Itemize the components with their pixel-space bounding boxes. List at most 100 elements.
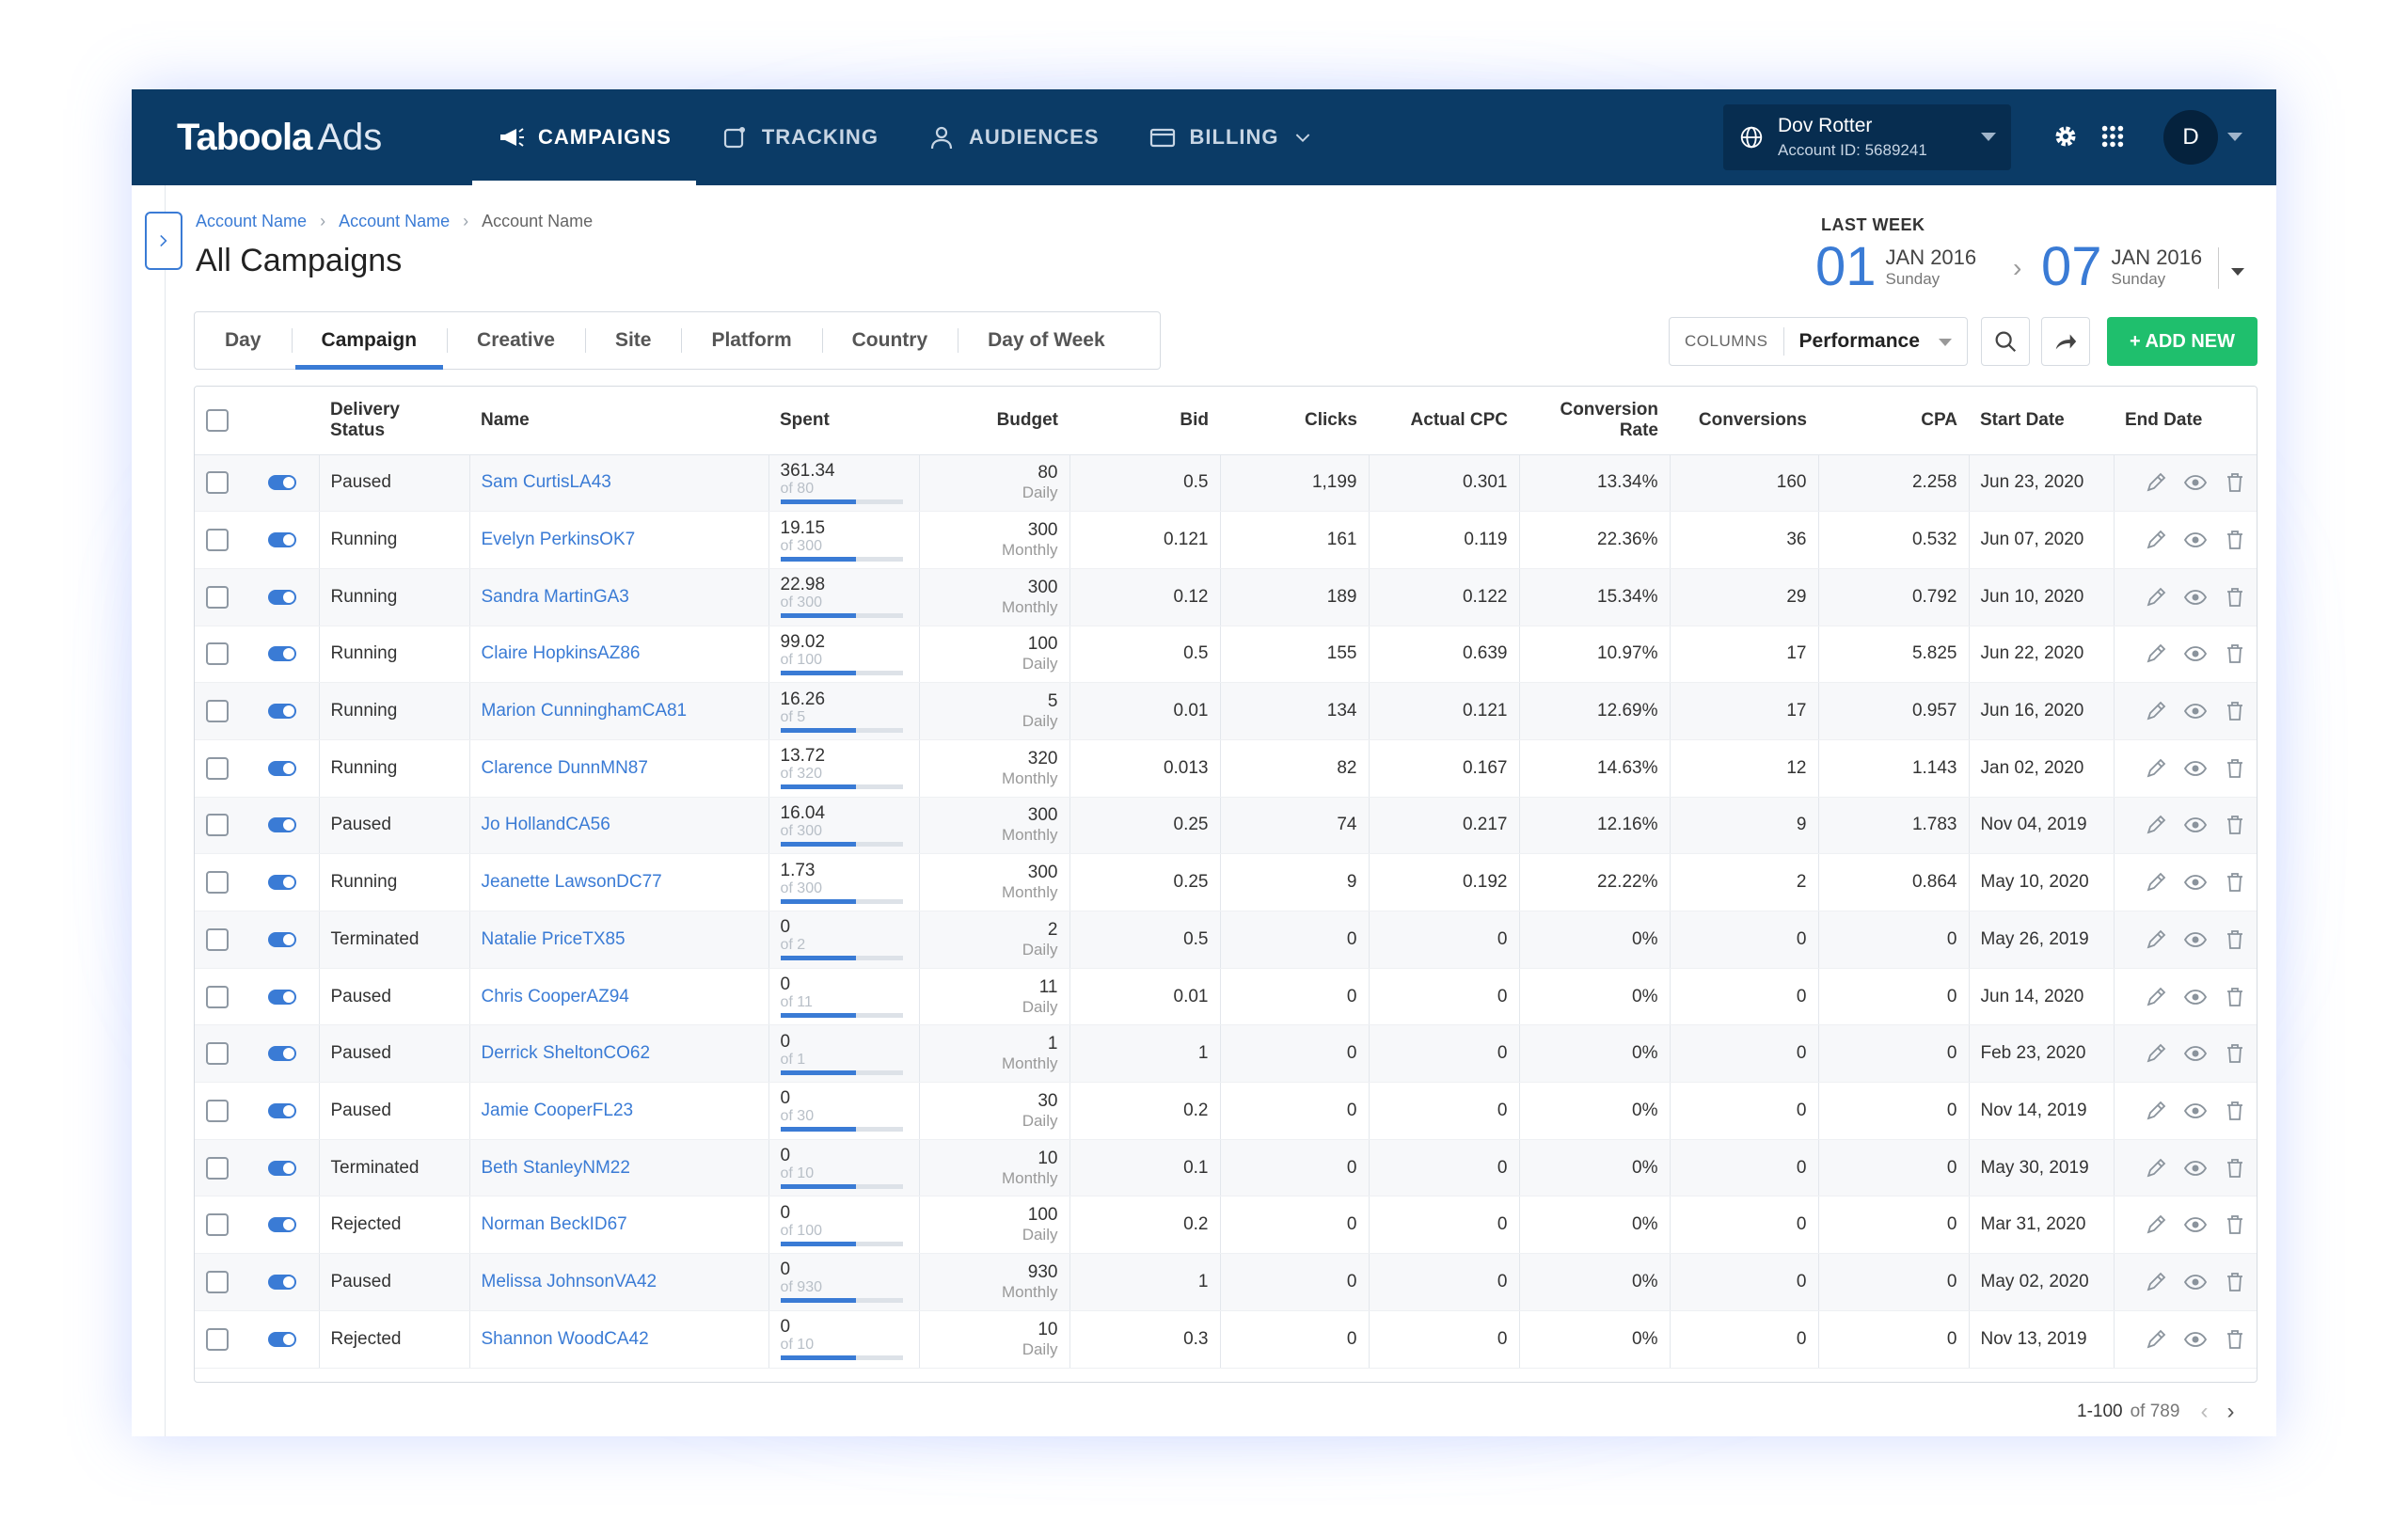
delete-trash-icon[interactable] bbox=[2223, 528, 2247, 552]
add-new-button[interactable]: + ADD NEW bbox=[2107, 317, 2258, 366]
table-row[interactable]: Paused Sam CurtisLA43 361.34 of 80 80 Daily 0.… bbox=[195, 454, 2257, 513]
header-cpa[interactable]: CPA bbox=[1818, 387, 1969, 455]
expand-sidebar-button[interactable] bbox=[145, 212, 182, 270]
delete-trash-icon[interactable] bbox=[2223, 927, 2247, 952]
header-clicks[interactable]: Clicks bbox=[1220, 387, 1369, 455]
view-eye-icon[interactable] bbox=[2183, 870, 2208, 895]
campaign-name-link[interactable]: Claire HopkinsAZ86 bbox=[481, 643, 641, 664]
view-eye-icon[interactable] bbox=[2183, 927, 2208, 952]
row-checkbox[interactable] bbox=[206, 1270, 229, 1293]
delete-trash-icon[interactable] bbox=[2223, 756, 2247, 781]
table-row[interactable]: Running Jeanette LawsonDC77 1.73 of 300 300 M… bbox=[195, 853, 2257, 911]
campaign-name-link[interactable]: Clarence DunnMN87 bbox=[481, 757, 648, 778]
delete-trash-icon[interactable] bbox=[2223, 1212, 2247, 1237]
table-row[interactable]: Paused Chris CooperAZ94 0 of 11 11 Daily 0.01 0… bbox=[195, 968, 2257, 1026]
date-dropdown-caret-icon[interactable] bbox=[2231, 268, 2244, 276]
header-delivery-status[interactable]: Delivery Status bbox=[319, 387, 469, 455]
campaign-name-link[interactable]: Evelyn PerkinsOK7 bbox=[481, 530, 636, 550]
edit-pencil-icon[interactable] bbox=[2144, 528, 2168, 552]
delete-trash-icon[interactable] bbox=[2223, 1327, 2247, 1352]
delete-trash-icon[interactable] bbox=[2223, 1099, 2247, 1123]
edit-pencil-icon[interactable] bbox=[2144, 699, 2168, 723]
campaign-toggle[interactable] bbox=[268, 989, 296, 1005]
campaign-toggle[interactable] bbox=[268, 931, 296, 947]
row-checkbox[interactable] bbox=[206, 1156, 229, 1180]
campaign-toggle[interactable] bbox=[268, 704, 296, 720]
delete-trash-icon[interactable] bbox=[2223, 1041, 2247, 1066]
edit-pencil-icon[interactable] bbox=[2144, 985, 2168, 1009]
avatar-caret-icon[interactable] bbox=[2227, 133, 2242, 141]
row-checkbox[interactable] bbox=[206, 700, 229, 723]
campaign-name-link[interactable]: Shannon WoodCA42 bbox=[481, 1328, 649, 1349]
edit-pencil-icon[interactable] bbox=[2144, 756, 2168, 781]
header-conversions[interactable]: Conversions bbox=[1670, 387, 1818, 455]
delete-trash-icon[interactable] bbox=[2223, 813, 2247, 837]
view-eye-icon[interactable] bbox=[2183, 1156, 2208, 1180]
delete-trash-icon[interactable] bbox=[2223, 642, 2247, 666]
avatar[interactable]: D bbox=[2163, 110, 2218, 165]
view-eye-icon[interactable] bbox=[2183, 470, 2208, 495]
header-name[interactable]: Name bbox=[469, 387, 768, 455]
header-budget[interactable]: Budget bbox=[919, 387, 1069, 455]
breadcrumb-link-1[interactable]: Account Name bbox=[196, 212, 308, 230]
row-checkbox[interactable] bbox=[206, 1042, 229, 1066]
next-page-button[interactable]: › bbox=[2226, 1399, 2235, 1424]
edit-pencil-icon[interactable] bbox=[2144, 1212, 2168, 1237]
view-eye-icon[interactable] bbox=[2183, 985, 2208, 1009]
delete-trash-icon[interactable] bbox=[2223, 985, 2247, 1009]
campaign-toggle[interactable] bbox=[268, 532, 296, 548]
view-eye-icon[interactable] bbox=[2183, 1041, 2208, 1066]
row-checkbox[interactable] bbox=[206, 642, 229, 666]
campaign-name-link[interactable]: Chris CooperAZ94 bbox=[481, 986, 629, 1006]
tab-creative[interactable]: Creative bbox=[447, 311, 585, 370]
table-row[interactable]: Paused Jo HollandCA56 16.04 of 300 300 Monthl… bbox=[195, 797, 2257, 855]
header-bid[interactable]: Bid bbox=[1069, 387, 1220, 455]
tab-campaign[interactable]: Campaign bbox=[291, 311, 448, 370]
view-eye-icon[interactable] bbox=[2183, 1270, 2208, 1294]
table-row[interactable]: Paused Derrick SheltonCO62 0 of 1 1 Monthly 1 0… bbox=[195, 1024, 2257, 1084]
delete-trash-icon[interactable] bbox=[2223, 870, 2247, 895]
tab-day-of-week[interactable]: Day of Week bbox=[958, 311, 1135, 370]
table-row[interactable]: Paused Jamie CooperFL23 0 of 30 30 Daily 0.2 0 0… bbox=[195, 1082, 2257, 1140]
delete-trash-icon[interactable] bbox=[2223, 585, 2247, 610]
campaign-toggle[interactable] bbox=[268, 1102, 296, 1118]
nav-audiences[interactable]: AUDIENCES bbox=[903, 89, 1124, 185]
campaign-toggle[interactable] bbox=[268, 760, 296, 776]
row-checkbox[interactable] bbox=[206, 1099, 229, 1122]
edit-pencil-icon[interactable] bbox=[2144, 642, 2168, 666]
campaign-name-link[interactable]: Sam CurtisLA43 bbox=[481, 472, 611, 493]
edit-pencil-icon[interactable] bbox=[2144, 1041, 2168, 1066]
table-row[interactable]: Running Claire HopkinsAZ86 99.02 of 100 100 D… bbox=[195, 626, 2257, 684]
header-actual-cpc[interactable]: Actual CPC bbox=[1369, 387, 1519, 455]
campaign-name-link[interactable]: Beth StanleyNM22 bbox=[481, 1157, 630, 1178]
tab-day[interactable]: Day bbox=[225, 329, 261, 351]
table-row[interactable]: Rejected Norman BeckID67 0 of 100 100 Daily 0.… bbox=[195, 1196, 2257, 1255]
row-checkbox[interactable] bbox=[206, 585, 229, 609]
table-row[interactable]: Paused Melissa JohnsonVA42 0 of 930 930 Month… bbox=[195, 1253, 2257, 1311]
apps-button[interactable] bbox=[2094, 118, 2131, 155]
edit-pencil-icon[interactable] bbox=[2144, 1099, 2168, 1123]
view-eye-icon[interactable] bbox=[2183, 813, 2208, 837]
table-row[interactable]: Running Evelyn PerkinsOK7 19.15 of 300 300 Mo… bbox=[195, 511, 2257, 569]
edit-pencil-icon[interactable] bbox=[2144, 870, 2168, 895]
header-spent[interactable]: Spent bbox=[768, 387, 919, 455]
delete-trash-icon[interactable] bbox=[2223, 470, 2247, 495]
view-eye-icon[interactable] bbox=[2183, 1212, 2208, 1237]
table-row[interactable]: Running Sandra MartinGA3 22.98 of 300 300 Mon… bbox=[195, 568, 2257, 626]
prev-page-button[interactable]: ‹ bbox=[2200, 1399, 2209, 1424]
view-eye-icon[interactable] bbox=[2183, 528, 2208, 552]
delete-trash-icon[interactable] bbox=[2223, 699, 2247, 723]
delete-trash-icon[interactable] bbox=[2223, 1270, 2247, 1294]
campaign-name-link[interactable]: Marion CunninghamCA81 bbox=[481, 701, 688, 721]
nav-campaigns[interactable]: CAMPAIGNS bbox=[472, 89, 696, 185]
row-checkbox[interactable] bbox=[206, 814, 229, 837]
edit-pencil-icon[interactable] bbox=[2144, 1270, 2168, 1294]
campaign-toggle[interactable] bbox=[268, 875, 296, 891]
search-button[interactable] bbox=[1981, 317, 2030, 366]
tab-site[interactable]: Site bbox=[584, 311, 682, 370]
campaign-toggle[interactable] bbox=[268, 475, 296, 491]
header-select-all[interactable] bbox=[195, 387, 257, 455]
taboola-ads-logo[interactable]: Taboola Ads bbox=[177, 112, 382, 163]
settings-button[interactable] bbox=[2047, 118, 2084, 155]
edit-pencil-icon[interactable] bbox=[2144, 1327, 2168, 1352]
